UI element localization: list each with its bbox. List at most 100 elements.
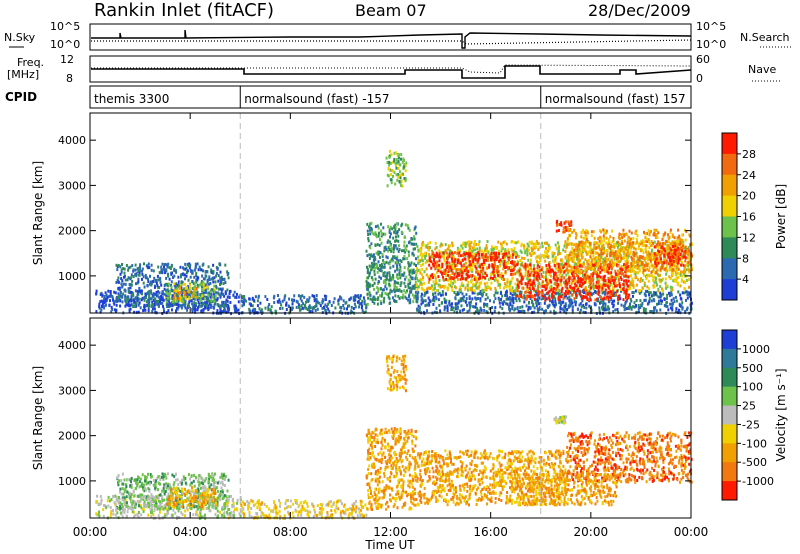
echo-cell — [611, 300, 614, 304]
echo-cell — [535, 304, 538, 307]
echo-cell — [138, 268, 141, 272]
echo-cell — [643, 292, 646, 296]
echo-cell — [229, 289, 232, 293]
echo-cell — [234, 309, 237, 313]
echo-cell — [366, 292, 369, 296]
echo-cell — [441, 301, 443, 305]
echo-cell — [422, 243, 425, 247]
echo-cell — [365, 249, 368, 253]
echo-cell — [292, 299, 295, 303]
echo-cell — [479, 306, 482, 310]
echo-cell — [202, 308, 205, 311]
echo-cell — [326, 305, 328, 308]
echo-cell — [532, 303, 535, 306]
echo-cell — [108, 303, 111, 307]
echo-cell — [376, 224, 379, 228]
echo-cell — [212, 270, 215, 274]
echo-cell — [654, 291, 657, 295]
echo-cell — [365, 303, 368, 307]
echo-cell — [257, 295, 260, 299]
echo-cell — [179, 281, 182, 285]
echo-cell — [497, 273, 499, 277]
echo-cell — [154, 285, 156, 289]
echo-cell — [184, 277, 186, 281]
echo-cell — [631, 291, 634, 294]
echo-cell — [609, 292, 612, 296]
echo-cell — [377, 287, 380, 291]
echo-cell — [545, 270, 548, 274]
echo-cell — [527, 305, 530, 309]
echo-cell — [368, 225, 370, 229]
echo-cell — [470, 300, 472, 304]
echo-cell — [445, 277, 448, 281]
echo-cell — [602, 278, 605, 282]
echo-cell — [629, 281, 632, 285]
echo-cell — [553, 309, 555, 313]
echo-cell — [166, 288, 169, 292]
echo-cell — [416, 295, 419, 299]
echo-cell — [433, 273, 436, 277]
echo-cell — [176, 289, 179, 293]
echo-cell — [138, 301, 141, 305]
echo-cell — [404, 285, 407, 288]
echo-cell — [584, 287, 587, 291]
echo-cell — [195, 274, 198, 278]
echo-cell — [169, 291, 172, 295]
echo-cell — [180, 273, 182, 277]
echo-cell — [124, 288, 127, 292]
echo-cell — [360, 302, 363, 306]
echo-cell — [413, 286, 416, 290]
echo-cell — [560, 275, 563, 279]
echo-cell — [498, 301, 501, 305]
echo-cell — [124, 298, 127, 302]
echo-cell — [123, 275, 125, 279]
echo-cell — [477, 251, 480, 255]
echo-cell — [412, 253, 415, 257]
echo-cell — [529, 307, 532, 310]
echo-cell — [227, 271, 230, 275]
echo-cell — [510, 299, 513, 302]
echo-cell — [167, 309, 170, 313]
echo-cell — [179, 265, 182, 269]
echo-cell — [472, 283, 475, 287]
echo-cell — [195, 287, 198, 290]
echo-cell — [117, 286, 120, 290]
echo-cell — [614, 293, 617, 296]
echo-cell — [598, 306, 601, 310]
echo-cell — [219, 287, 222, 291]
echo-cell — [508, 258, 510, 262]
echo-cell — [543, 301, 546, 305]
echo-cell — [201, 294, 204, 298]
echo-cell — [201, 297, 204, 301]
echo-cell — [386, 173, 389, 177]
echo-cell — [481, 292, 484, 296]
echo-cell — [458, 299, 461, 303]
echo-cell — [612, 245, 615, 249]
echo-cell — [614, 242, 617, 246]
echo-cell — [127, 268, 130, 272]
echo-cell — [298, 308, 301, 312]
echo-cell — [666, 305, 669, 308]
echo-cell — [232, 293, 235, 297]
nave-tick-60: 60 — [696, 53, 710, 66]
echo-cell — [669, 306, 672, 310]
echo-cell — [163, 292, 166, 296]
echo-cell — [426, 290, 429, 294]
echo-cell — [672, 297, 675, 301]
echo-cell — [469, 274, 472, 278]
echo-cell — [367, 285, 370, 289]
echo-cell — [400, 173, 403, 177]
echo-cell — [544, 259, 547, 263]
echo-cell — [546, 242, 549, 246]
echo-cell — [394, 244, 397, 248]
echo-cell — [476, 247, 479, 251]
echo-cell — [301, 294, 304, 298]
echo-cell — [399, 265, 402, 269]
echo-cell — [445, 251, 448, 255]
echo-cell — [297, 303, 300, 307]
echo-cell — [518, 297, 520, 300]
echo-cell — [649, 291, 652, 295]
echo-cell — [391, 160, 394, 164]
noise-panel: N.Sky 10^5 10^0 10^5 10^0 N.Search — [4, 20, 792, 51]
echo-cell — [590, 308, 593, 312]
